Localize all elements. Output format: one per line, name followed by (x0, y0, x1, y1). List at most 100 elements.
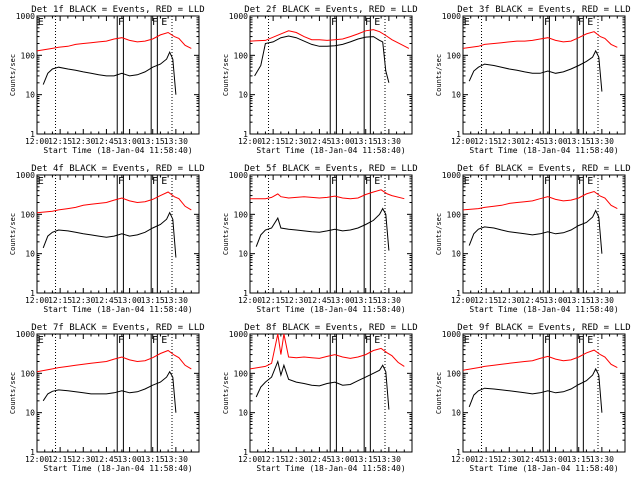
x-tick-label: 12:30 (71, 455, 95, 464)
x-tick-label: 12:15 (48, 455, 72, 464)
x-tick-label: 12:00 (238, 137, 262, 146)
plot-frame (249, 333, 413, 453)
marker-letter: F (544, 17, 550, 28)
y-tick-label: 1 (243, 289, 248, 298)
x-tick-label: 12:45 (94, 296, 118, 305)
y-tick-label: 1000 (229, 12, 248, 21)
panel-det-5: Det 5f BLACK = Events, RED = LLD 1 10 100 10… (222, 164, 418, 314)
x-tick-label: 13:00 (331, 296, 355, 305)
x-tick-label: 13:15 (354, 137, 378, 146)
y-tick-label: 10 (25, 91, 35, 100)
y-tick-label: 10 (451, 409, 461, 418)
x-tick-label: 12:00 (25, 296, 49, 305)
series-lld-red (249, 333, 405, 370)
chart-title: Det 4f BLACK = Events, RED = LLD (31, 164, 204, 174)
y-tick-label: 100 (21, 51, 36, 60)
x-tick-label: 12:30 (284, 296, 308, 305)
y-tick-label: 1 (456, 289, 461, 298)
y-axis-label: Counts/sec (9, 54, 17, 96)
marker-letter: E (38, 17, 44, 28)
marker-letter: F (578, 17, 584, 28)
x-tick-label: 12:00 (238, 455, 262, 464)
marker-letter: E (464, 335, 470, 346)
x-tick-label: 12:30 (71, 137, 95, 146)
marker-letter: E (587, 176, 593, 187)
x-axis-label: Start Time (18-Jan-04 11:58:40) (256, 146, 405, 155)
x-tick-label: 12:45 (520, 296, 544, 305)
marker-letter: F (365, 176, 371, 187)
series-events-black (42, 50, 177, 95)
x-tick-label: 12:00 (238, 296, 262, 305)
x-tick-label: 13:00 (544, 455, 568, 464)
x-tick-label: 12:45 (94, 137, 118, 146)
y-axis-label: Counts/sec (435, 213, 443, 255)
marker-letter: F (331, 176, 337, 187)
chart-title: Det 5f BLACK = Events, RED = LLD (244, 164, 417, 174)
marker-letter: E (38, 176, 44, 187)
y-tick-label: 10 (238, 409, 248, 418)
marker-letter: E (374, 335, 380, 346)
series-events-black (42, 370, 177, 413)
marker-letter: F (578, 176, 584, 187)
x-tick-label: 12:30 (497, 455, 521, 464)
series-lld-red (462, 31, 618, 49)
x-tick-label: 13:00 (331, 137, 355, 146)
series-events-black (255, 207, 390, 251)
x-tick-label: 12:45 (520, 137, 544, 146)
marker-letter: E (38, 335, 44, 346)
marker-letter: F (331, 335, 337, 346)
plot-frame (462, 174, 626, 294)
marker-letter: E (587, 335, 593, 346)
y-tick-label: 10 (451, 91, 461, 100)
x-tick-label: 12:00 (451, 296, 475, 305)
series-lld-red (36, 31, 192, 52)
y-tick-label: 1 (30, 130, 35, 139)
y-tick-label: 10 (238, 91, 248, 100)
x-tick-label: 12:15 (474, 137, 498, 146)
x-tick-label: 13:00 (544, 137, 568, 146)
x-tick-label: 13:15 (141, 296, 165, 305)
marker-letter: E (374, 176, 380, 187)
x-tick-label: 12:15 (48, 296, 72, 305)
x-tick-label: 13:00 (331, 455, 355, 464)
plot-frame (462, 15, 626, 135)
chart-title: Det 7f BLACK = Events, RED = LLD (31, 323, 204, 333)
chart-title: Det 2f BLACK = Events, RED = LLD (244, 5, 417, 15)
y-axis-label: Counts/sec (222, 54, 230, 96)
x-tick-label: 13:30 (164, 455, 188, 464)
y-tick-label: 10 (238, 250, 248, 259)
y-axis-label: Counts/sec (222, 213, 230, 255)
x-axis-label: Start Time (18-Jan-04 11:58:40) (43, 464, 192, 473)
y-axis-label: Counts/sec (222, 372, 230, 414)
marker-letter: F (118, 176, 124, 187)
x-axis-label: Start Time (18-Jan-04 11:58:40) (256, 305, 405, 314)
y-tick-label: 1 (456, 130, 461, 139)
x-tick-label: 12:15 (261, 137, 285, 146)
marker-letter: F (544, 335, 550, 346)
panel-det-8: Det 8f BLACK = Events, RED = LLD 1 10 100 10… (222, 323, 418, 473)
x-axis-label: Start Time (18-Jan-04 11:58:40) (469, 305, 618, 314)
series-lld-red (462, 349, 618, 371)
marker-letter: E (374, 17, 380, 28)
y-tick-label: 100 (447, 210, 462, 219)
marker-letter: E (464, 17, 470, 28)
series-events-black (255, 359, 390, 410)
panel-det-7: Det 7f BLACK = Events, RED = LLD 1 10 100 10… (9, 323, 205, 473)
series-events-black (254, 35, 390, 83)
plot-frame (462, 333, 626, 453)
x-axis-label: Start Time (18-Jan-04 11:58:40) (469, 146, 618, 155)
y-tick-label: 1000 (442, 330, 461, 339)
x-tick-label: 12:30 (497, 137, 521, 146)
x-tick-label: 13:15 (354, 455, 378, 464)
y-tick-label: 1000 (16, 12, 35, 21)
y-axis-label: Counts/sec (9, 372, 17, 414)
x-tick-label: 12:30 (497, 296, 521, 305)
x-tick-label: 13:00 (118, 455, 142, 464)
marker-letter: F (544, 176, 550, 187)
series-events-black (468, 209, 603, 254)
x-tick-label: 12:15 (474, 455, 498, 464)
series-lld-red (249, 29, 410, 49)
x-tick-label: 12:00 (25, 137, 49, 146)
chart-title: Det 6f BLACK = Events, RED = LLD (457, 164, 630, 174)
marker-letter: F (118, 335, 124, 346)
